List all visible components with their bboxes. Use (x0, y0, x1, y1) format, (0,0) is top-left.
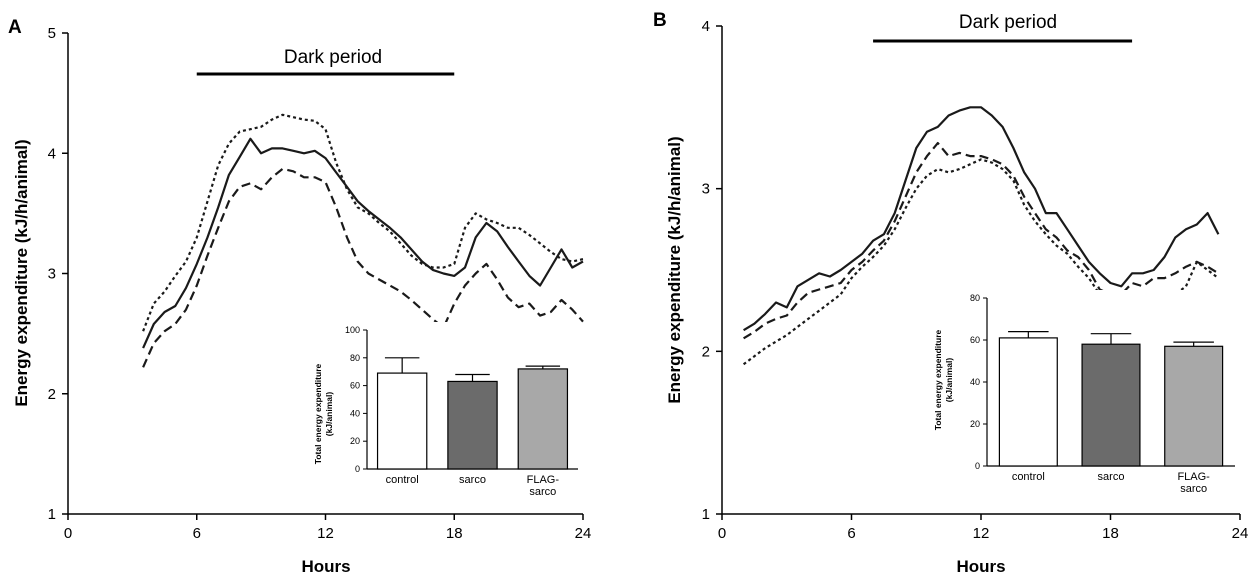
panel-a-y-tick-label: 5 (48, 25, 56, 42)
panel-b-inset-y-tick-label: 80 (970, 293, 980, 303)
panel-a-inset-category-label: control (386, 474, 419, 486)
panel-a-lines (142, 113, 584, 368)
panel-a-series-solid (142, 137, 584, 349)
panel-a-series-dashed (142, 167, 584, 368)
panel-b-inset-category-label: sarco (1098, 471, 1125, 483)
panel-b-x-axis-label: Hours (956, 557, 1005, 576)
panel-a-inset-category-label: sarco (529, 486, 556, 498)
panel-a-inset-y-tick-label: 100 (345, 325, 360, 335)
panel-a-inset-y-label-line1: Total energy expenditure (313, 364, 323, 465)
panel-b-inset-y-tick-label: 60 (970, 335, 980, 345)
panel-a-x-tick-label: 18 (446, 525, 463, 542)
panel-b-series-dashed (743, 142, 1219, 340)
panel-b-inset-chart: Total energy expenditure (kJ/animal) 0 20 40… (927, 290, 1237, 508)
panel-a-inset-y-tick-label: 80 (350, 353, 360, 363)
panel-b-y-tick-label: 3 (702, 181, 710, 198)
panel-b-inset-category-label: sarco (1180, 483, 1207, 495)
panel-b-inset-category-label: control (1012, 471, 1045, 483)
panel-a-x-tick-label: 6 (193, 525, 201, 542)
panel-a-inset-y-tick-label: 0 (355, 464, 360, 474)
panel-a-label: A (8, 17, 22, 38)
panel-b-inset-category-label: FLAG- (1177, 471, 1210, 483)
panel-b-x-tick-label: 24 (1232, 525, 1249, 542)
panel-a-y-ticks: 1 2 3 4 5 (48, 25, 68, 523)
panel-a-y-tick-label: 1 (48, 506, 56, 523)
panel-a-inset-y-tick-label: 20 (350, 436, 360, 446)
panel-b: B Energy expenditure (kJ/h/animal) Hours… (653, 10, 1248, 576)
panel-b-x-tick-label: 12 (973, 525, 990, 542)
panel-b-inset-y-tick-label: 40 (970, 377, 980, 387)
panel-a-inset-bar-0 (376, 372, 428, 470)
panel-a-inset-y-tick-label: 40 (350, 408, 360, 418)
panel-a-y-tick-label: 3 (48, 266, 56, 283)
panel-a-x-tick-label: 24 (575, 525, 592, 542)
panel-b-y-ticks: 1 2 3 4 (702, 18, 722, 523)
panel-b-inset-bar-2 (1164, 345, 1224, 467)
panel-a-x-tick-label: 0 (64, 525, 72, 542)
panel-a-y-axis-label: Energy expenditure (kJ/h/animal) (12, 139, 31, 406)
panel-a-x-ticks: 0 6 12 18 24 (64, 514, 592, 542)
panel-b-inset-y-label-line1: Total energy expenditure (933, 330, 943, 431)
panel-b-series-solid (743, 106, 1220, 332)
panel-a-inset-chart: Total energy expenditure (kJ/animal) 0 20 40… (307, 322, 580, 511)
panel-a-series-dotted (142, 113, 584, 332)
panel-b-y-tick-label: 2 (702, 343, 710, 360)
panel-a: A Energy expenditure (kJ/h/animal) Hours… (8, 17, 591, 576)
panel-b-x-tick-label: 0 (718, 525, 726, 542)
panel-b-inset-y-tick-label: 0 (975, 461, 980, 471)
panel-b-x-ticks: 0 6 12 18 24 (718, 514, 1249, 542)
panel-b-y-tick-label: 4 (702, 18, 710, 35)
panel-b-inset-y-tick-label: 20 (970, 419, 980, 429)
panel-b-x-tick-label: 6 (847, 525, 855, 542)
panel-a-inset-bar-2 (517, 368, 569, 470)
panel-b-x-tick-label: 18 (1102, 525, 1119, 542)
panel-a-x-axis-label: Hours (301, 557, 350, 576)
panel-b-inset-y-label-line2: (kJ/animal) (944, 358, 954, 403)
panel-a-y-tick-label: 2 (48, 386, 56, 403)
panel-b-inset-bar-0 (998, 337, 1058, 467)
panel-a-inset-category-label: FLAG- (527, 474, 560, 486)
panel-a-x-tick-label: 12 (317, 525, 334, 542)
panel-b-dark-period-label: Dark period (959, 12, 1057, 33)
panel-a-inset-y-tick-label: 60 (350, 381, 360, 391)
panel-a-y-tick-label: 4 (48, 145, 56, 162)
panel-a-dark-period-label: Dark period (284, 47, 382, 68)
panel-a-inset-y-label-line2: (kJ/animal) (324, 392, 334, 437)
panel-a-inset-bar-1 (447, 380, 498, 470)
panel-a-inset-category-label: sarco (459, 474, 486, 486)
panel-b-y-tick-label: 1 (702, 506, 710, 523)
panel-b-label: B (653, 10, 667, 31)
panel-b-y-axis-label: Energy expenditure (kJ/h/animal) (665, 136, 684, 403)
panel-b-inset-bar-1 (1081, 343, 1141, 467)
